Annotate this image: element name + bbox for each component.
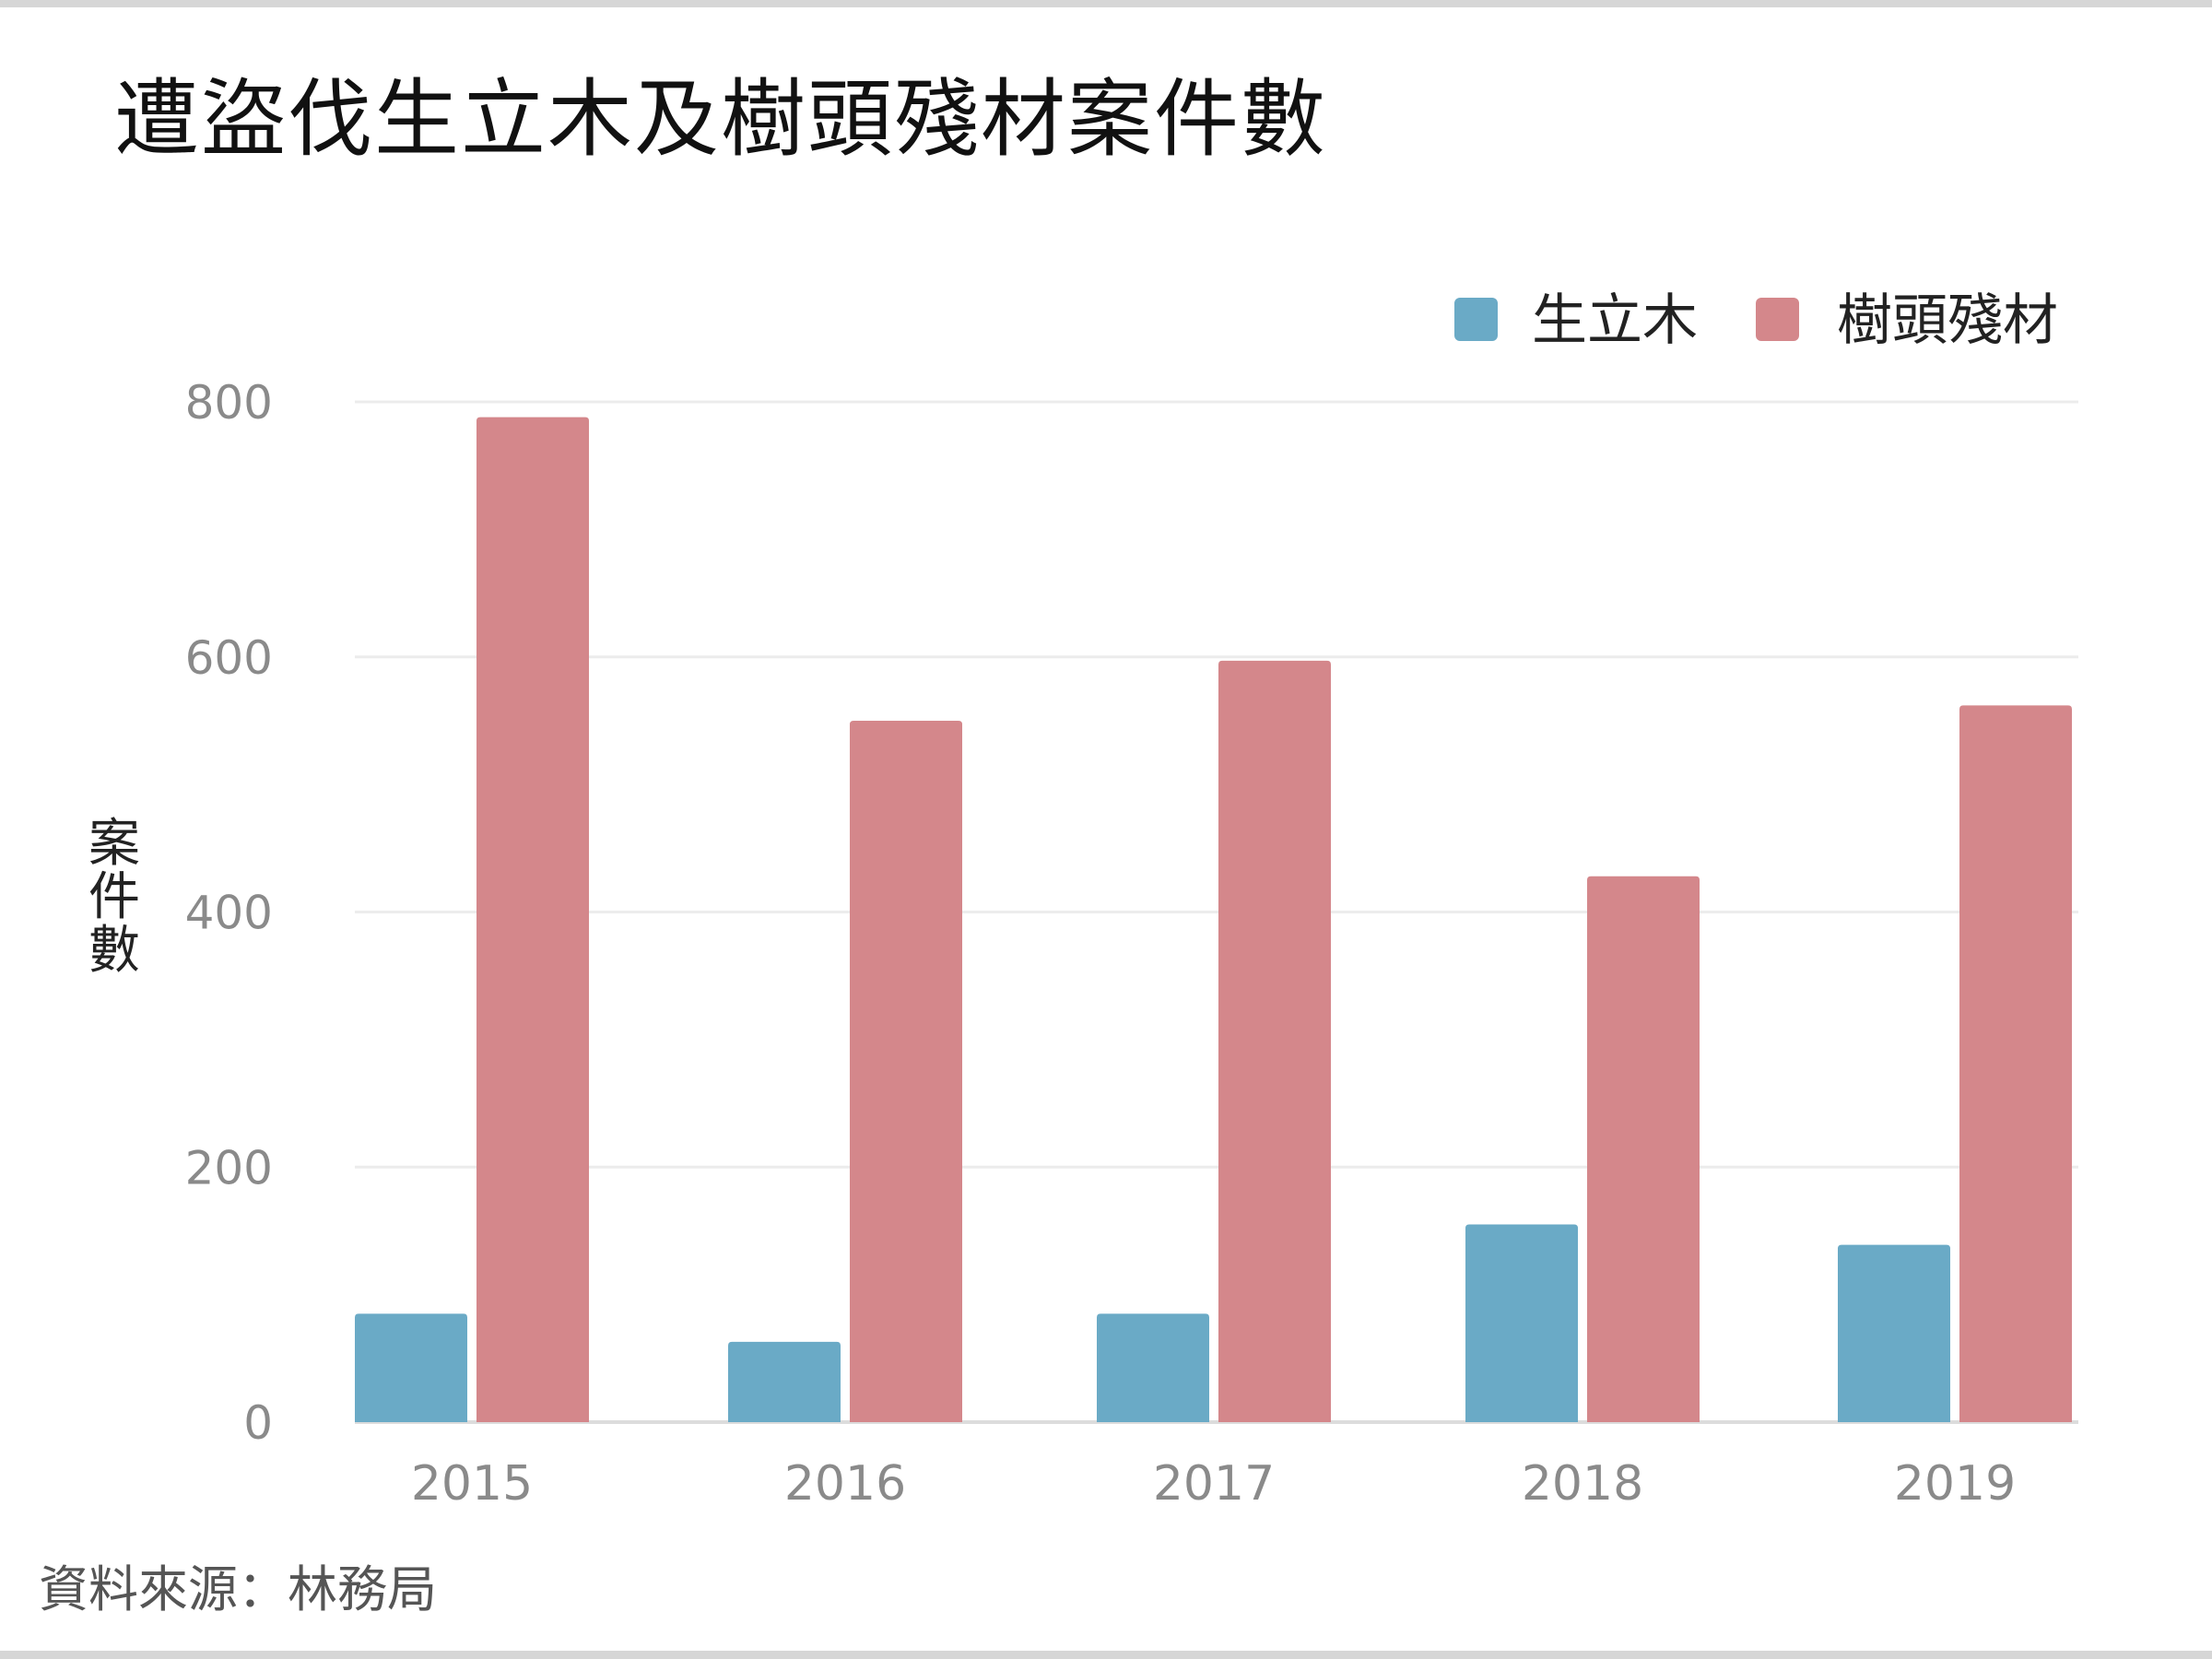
bar-live-tree-2016 — [728, 1341, 841, 1422]
bar-live-tree-2019 — [1838, 1244, 1950, 1422]
legend-label-stump: 樹頭殘材 — [1837, 288, 2058, 353]
bar-stump-2015 — [477, 417, 589, 1423]
y-axis-label-char: 案 — [88, 814, 140, 874]
y-axis-label-char: 數 — [88, 921, 140, 981]
legend-swatch-live-tree — [1454, 298, 1498, 341]
bar-stump-2017 — [1218, 660, 1331, 1422]
y-tick-label: 400 — [185, 887, 273, 940]
y-tick-label: 600 — [185, 631, 273, 685]
bottom-border — [0, 1651, 2212, 1659]
bar-stump-2016 — [850, 720, 962, 1422]
top-border — [0, 0, 2212, 7]
bar-stump-2018 — [1587, 876, 1700, 1422]
x-tick-label: 2019 — [1894, 1456, 2016, 1512]
bar-stump-2019 — [1959, 705, 2072, 1422]
bar-live-tree-2015 — [355, 1313, 467, 1422]
source-note: 資料來源：林務局 — [39, 1560, 437, 1618]
bar-live-tree-2017 — [1097, 1313, 1209, 1422]
y-tick-label: 0 — [243, 1396, 273, 1450]
legend-swatch-stump — [1756, 298, 1799, 341]
chart-title: 遭盜伐生立木及樹頭殘材案件數 — [114, 70, 1328, 169]
bar-live-tree-2018 — [1465, 1224, 1578, 1422]
legend-label-live-tree: 生立木 — [1532, 288, 1698, 353]
x-tick-label: 2015 — [411, 1456, 533, 1512]
x-tick-label: 2016 — [784, 1456, 906, 1512]
y-tick-label: 200 — [185, 1141, 273, 1194]
x-tick-label: 2017 — [1153, 1456, 1275, 1512]
y-axis-label-char: 件 — [88, 867, 140, 927]
x-tick-label: 2018 — [1522, 1456, 1643, 1512]
y-tick-label: 800 — [185, 376, 273, 429]
